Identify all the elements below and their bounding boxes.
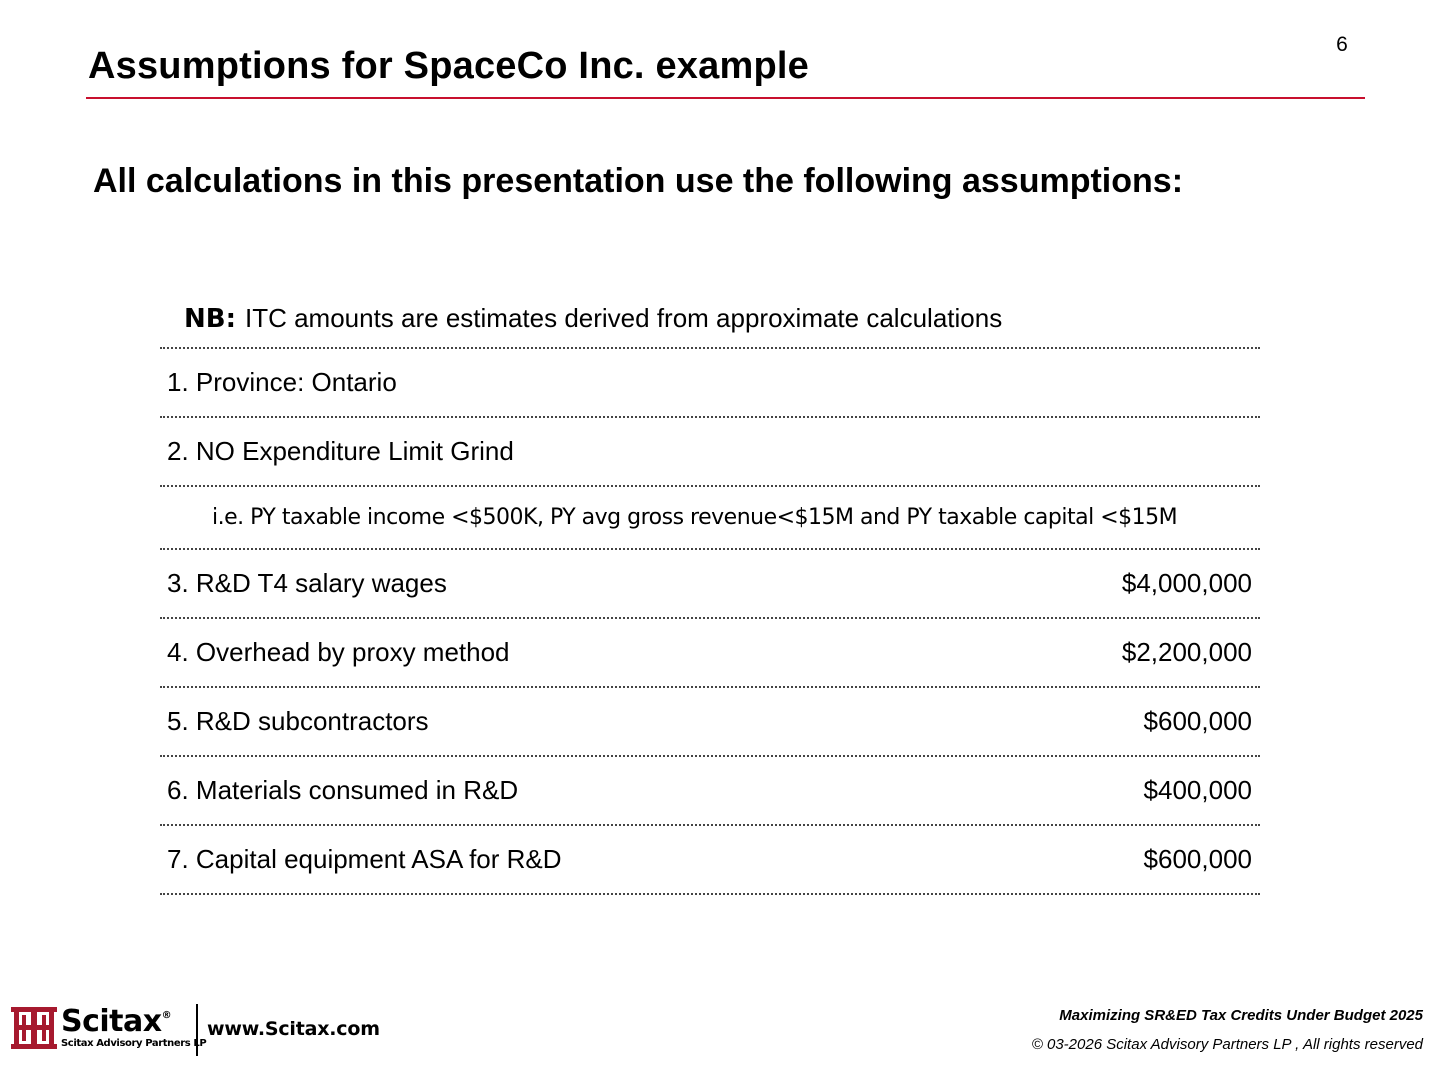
scitax-logo-icon bbox=[11, 1007, 57, 1049]
assumption-label: 7. Capital equipment ASA for R&D bbox=[167, 844, 562, 874]
brand-name: Scitax® bbox=[61, 1004, 172, 1039]
scitax-logo: Scitax® Scitax Advisory Partners LP bbox=[11, 1004, 207, 1051]
assumption-row-capital-equipment: 7. Capital equipment ASA for R&D $600,00… bbox=[160, 826, 1260, 895]
assumption-row-expenditure-limit: 2. NO Expenditure Limit Grind bbox=[160, 418, 1260, 487]
assumption-label: 4. Overhead by proxy method bbox=[167, 637, 510, 667]
assumption-label: 2. NO Expenditure Limit Grind bbox=[167, 436, 514, 466]
assumption-value: $400,000 bbox=[1143, 775, 1252, 805]
brand-subtitle: Scitax Advisory Partners LP bbox=[61, 1038, 207, 1049]
page-number: 6 bbox=[1336, 33, 1348, 56]
assumption-label: 3. R&D T4 salary wages bbox=[167, 568, 447, 598]
assumption-row-materials: 6. Materials consumed in R&D $400,000 bbox=[160, 757, 1260, 826]
footer-divider bbox=[196, 1004, 198, 1056]
assumptions-table: NB: ITC amounts are estimates derived fr… bbox=[160, 290, 1260, 895]
slide-subtitle: All calculations in this presentation us… bbox=[93, 162, 1184, 200]
assumption-value: $600,000 bbox=[1143, 844, 1252, 874]
nb-label: NB: bbox=[184, 303, 236, 334]
assumption-row-province: 1. Province: Ontario bbox=[160, 349, 1260, 418]
assumption-value: $2,200,000 bbox=[1121, 637, 1252, 667]
expenditure-limit-note: i.e. PY taxable income <$500K, PY avg gr… bbox=[160, 487, 1260, 550]
assumption-row-subcontractors: 5. R&D subcontractors $600,000 bbox=[160, 688, 1260, 757]
footer-url: www.Scitax.com bbox=[207, 1018, 380, 1040]
presentation-title: Maximizing SR&ED Tax Credits Under Budge… bbox=[1059, 1007, 1423, 1024]
slide-title: Assumptions for SpaceCo Inc. example bbox=[88, 45, 809, 87]
assumption-label: 1. Province: Ontario bbox=[167, 367, 397, 397]
copyright-notice: © 03-2026 Scitax Advisory Partners LP , … bbox=[1031, 1036, 1423, 1053]
title-underline bbox=[86, 97, 1365, 99]
assumption-label: 6. Materials consumed in R&D bbox=[167, 775, 519, 805]
assumption-label: 5. R&D subcontractors bbox=[167, 706, 429, 736]
assumption-value: $600,000 bbox=[1143, 706, 1252, 736]
assumption-value: $4,000,000 bbox=[1121, 568, 1252, 598]
assumption-row-overhead: 4. Overhead by proxy method $2,200,000 bbox=[160, 619, 1260, 688]
assumption-row-salary-wages: 3. R&D T4 salary wages $4,000,000 bbox=[160, 550, 1260, 619]
nb-row: NB: ITC amounts are estimates derived fr… bbox=[160, 290, 1260, 349]
nb-text: ITC amounts are estimates derived from a… bbox=[244, 303, 1003, 333]
